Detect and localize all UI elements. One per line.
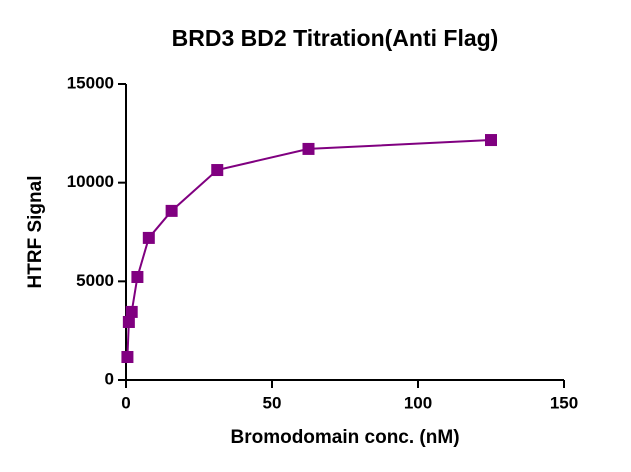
data-point: [122, 315, 135, 328]
data-point: [131, 270, 144, 283]
series-line: [126, 139, 492, 358]
data-point: [485, 134, 497, 147]
data-point: [165, 204, 178, 217]
data-point: [142, 231, 155, 244]
x-tick-label: 150: [550, 393, 578, 412]
x-tick-label: 0: [121, 393, 130, 412]
data-point: [125, 305, 138, 318]
y-tick-label: 10000: [67, 172, 114, 191]
y-tick-label: 0: [105, 369, 114, 388]
data-point: [211, 164, 224, 177]
x-tick-label: 50: [263, 393, 282, 412]
y-tick-label: 15000: [67, 73, 114, 92]
x-tick-label: 100: [404, 393, 432, 412]
data-point: [302, 142, 315, 155]
chart-title: BRD3 BD2 Titration(Anti Flag): [172, 25, 499, 51]
data-point: [121, 351, 134, 364]
x-axis-title: Bromodomain conc. (nM): [230, 427, 459, 448]
y-axis-title: HTRF Signal: [25, 176, 46, 289]
y-tick-label: 5000: [76, 271, 114, 290]
